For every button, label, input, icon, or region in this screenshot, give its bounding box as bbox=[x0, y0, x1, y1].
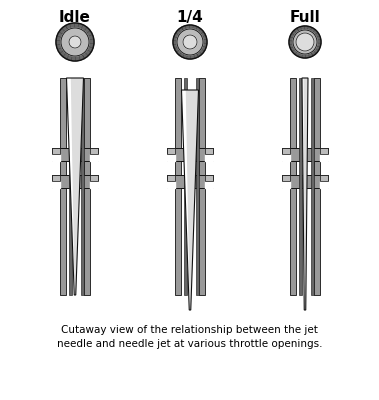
Bar bbox=[52, 175, 60, 181]
Polygon shape bbox=[66, 78, 75, 295]
Bar bbox=[282, 175, 290, 181]
Bar bbox=[205, 154, 213, 161]
Circle shape bbox=[289, 26, 321, 58]
Circle shape bbox=[61, 28, 89, 56]
Bar bbox=[90, 175, 98, 181]
Bar bbox=[167, 148, 213, 161]
Circle shape bbox=[173, 25, 207, 59]
Bar bbox=[181, 78, 199, 295]
Bar bbox=[196, 78, 199, 295]
Bar bbox=[175, 78, 181, 295]
Circle shape bbox=[177, 29, 203, 55]
Bar bbox=[167, 175, 213, 188]
Bar bbox=[311, 78, 314, 295]
Bar bbox=[296, 78, 314, 295]
Bar bbox=[66, 78, 84, 295]
Circle shape bbox=[296, 33, 314, 51]
Text: 1/4: 1/4 bbox=[177, 10, 204, 25]
Bar bbox=[282, 148, 290, 154]
Circle shape bbox=[293, 30, 317, 54]
Bar bbox=[205, 181, 213, 188]
Bar bbox=[90, 154, 98, 161]
Bar bbox=[69, 78, 72, 295]
Bar bbox=[90, 181, 98, 188]
Bar bbox=[282, 175, 328, 188]
Bar bbox=[205, 175, 213, 181]
Bar bbox=[320, 175, 328, 181]
Text: Cutaway view of the relationship between the jet
needle and needle jet at variou: Cutaway view of the relationship between… bbox=[57, 325, 322, 349]
Bar bbox=[282, 181, 290, 188]
Bar bbox=[282, 154, 290, 161]
Bar bbox=[205, 148, 213, 154]
Bar bbox=[167, 154, 175, 161]
Bar bbox=[90, 148, 98, 154]
Bar bbox=[199, 78, 205, 295]
Bar bbox=[52, 148, 98, 161]
Bar bbox=[290, 78, 296, 295]
Bar bbox=[314, 78, 320, 295]
Bar bbox=[60, 78, 66, 295]
Bar bbox=[81, 78, 84, 295]
Bar bbox=[84, 78, 90, 295]
Bar bbox=[52, 175, 98, 188]
Bar bbox=[320, 154, 328, 161]
Polygon shape bbox=[302, 78, 308, 310]
Polygon shape bbox=[182, 90, 199, 310]
Bar bbox=[52, 154, 60, 161]
Polygon shape bbox=[302, 78, 305, 310]
Bar bbox=[320, 181, 328, 188]
Text: Idle: Idle bbox=[59, 10, 91, 25]
Circle shape bbox=[69, 36, 81, 48]
Polygon shape bbox=[66, 78, 83, 295]
Bar bbox=[184, 78, 187, 295]
Circle shape bbox=[183, 35, 197, 49]
Bar bbox=[282, 148, 328, 161]
Bar bbox=[167, 175, 175, 181]
Bar bbox=[167, 181, 175, 188]
Bar bbox=[52, 148, 60, 154]
Bar bbox=[52, 181, 60, 188]
Polygon shape bbox=[182, 90, 190, 310]
Bar bbox=[320, 148, 328, 154]
Circle shape bbox=[56, 23, 94, 61]
Text: Full: Full bbox=[290, 10, 320, 25]
Bar bbox=[167, 148, 175, 154]
Bar bbox=[299, 78, 302, 295]
